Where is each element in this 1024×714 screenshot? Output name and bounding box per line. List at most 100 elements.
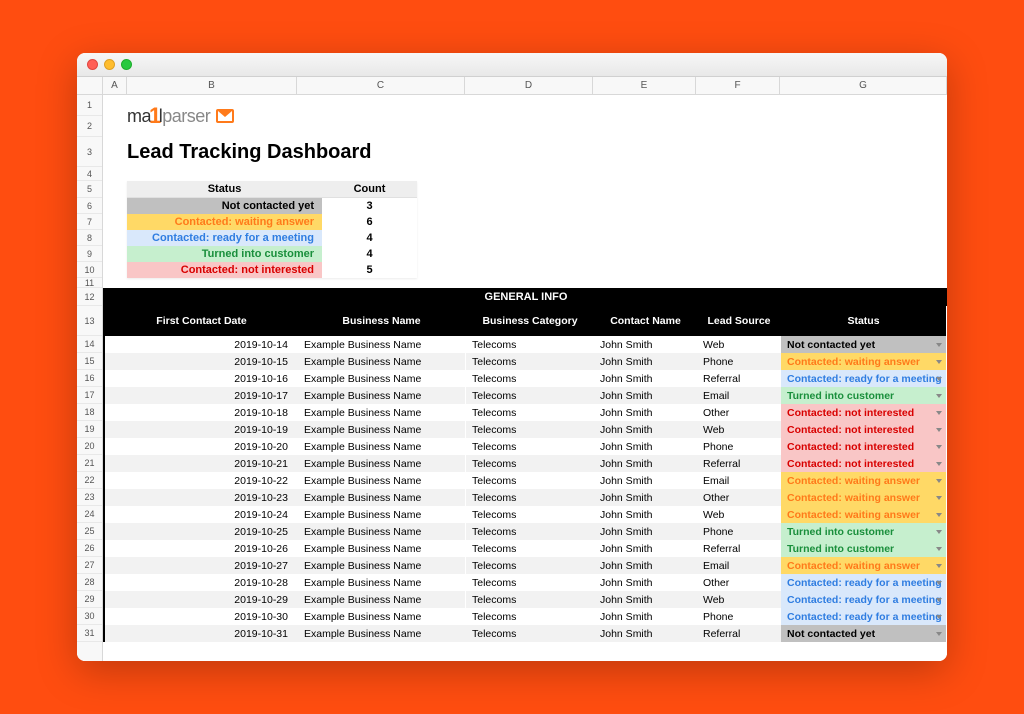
row-header[interactable]: 18 — [77, 404, 102, 421]
row-header[interactable]: 7 — [77, 214, 102, 230]
lead-row[interactable]: 2019-10-24Example Business NameTelecomsJ… — [104, 506, 946, 523]
lead-status-cell[interactable]: Contacted: not interested — [781, 404, 946, 421]
lead-source-cell[interactable]: Web — [697, 506, 781, 523]
lead-status-cell[interactable]: Not contacted yet — [781, 625, 946, 642]
lead-row[interactable]: 2019-10-18Example Business NameTelecomsJ… — [104, 404, 946, 421]
col-header[interactable]: E — [593, 77, 696, 94]
row-header[interactable]: 12 — [77, 288, 102, 306]
lead-business-cell[interactable]: Example Business Name — [298, 557, 466, 574]
lead-source-cell[interactable]: Referral — [697, 625, 781, 642]
summary-count-cell[interactable]: 4 — [322, 230, 417, 246]
summary-count-cell[interactable]: 6 — [322, 214, 417, 230]
lead-status-cell[interactable]: Contacted: ready for a meeting — [781, 608, 946, 625]
lead-row[interactable]: 2019-10-17Example Business NameTelecomsJ… — [104, 387, 946, 404]
lead-status-cell[interactable]: Contacted: waiting answer — [781, 472, 946, 489]
lead-row[interactable]: 2019-10-30Example Business NameTelecomsJ… — [104, 608, 946, 625]
lead-date-cell[interactable]: 2019-10-19 — [104, 421, 298, 438]
lead-contact-cell[interactable]: John Smith — [594, 591, 697, 608]
lead-status-cell[interactable]: Contacted: not interested — [781, 438, 946, 455]
lead-source-cell[interactable]: Web — [697, 336, 781, 353]
lead-source-cell[interactable]: Referral — [697, 455, 781, 472]
row-header[interactable]: 26 — [77, 540, 102, 557]
summary-status-cell[interactable]: Turned into customer — [127, 246, 322, 262]
lead-contact-cell[interactable]: John Smith — [594, 574, 697, 591]
lead-contact-cell[interactable]: John Smith — [594, 336, 697, 353]
lead-category-cell[interactable]: Telecoms — [466, 625, 594, 642]
row-header[interactable]: 10 — [77, 262, 102, 278]
lead-status-cell[interactable]: Not contacted yet — [781, 336, 946, 353]
lead-status-cell[interactable]: Contacted: waiting answer — [781, 557, 946, 574]
lead-date-cell[interactable]: 2019-10-25 — [104, 523, 298, 540]
lead-status-cell[interactable]: Contacted: waiting answer — [781, 506, 946, 523]
row-header[interactable]: 9 — [77, 246, 102, 262]
lead-row[interactable]: 2019-10-21Example Business NameTelecomsJ… — [104, 455, 946, 472]
lead-row[interactable]: 2019-10-16Example Business NameTelecomsJ… — [104, 370, 946, 387]
lead-status-cell[interactable]: Contacted: not interested — [781, 421, 946, 438]
row-header[interactable]: 4 — [77, 167, 102, 181]
lead-source-cell[interactable]: Email — [697, 387, 781, 404]
lead-contact-cell[interactable]: John Smith — [594, 489, 697, 506]
row-header[interactable]: 1 — [77, 95, 102, 116]
lead-source-cell[interactable]: Referral — [697, 370, 781, 387]
row-header[interactable]: 6 — [77, 198, 102, 214]
lead-status-cell[interactable]: Contacted: waiting answer — [781, 489, 946, 506]
lead-row[interactable]: 2019-10-29Example Business NameTelecomsJ… — [104, 591, 946, 608]
lead-source-cell[interactable]: Other — [697, 404, 781, 421]
lead-source-cell[interactable]: Web — [697, 421, 781, 438]
lead-contact-cell[interactable]: John Smith — [594, 421, 697, 438]
lead-date-cell[interactable]: 2019-10-24 — [104, 506, 298, 523]
lead-status-cell[interactable]: Contacted: ready for a meeting — [781, 591, 946, 608]
row-header[interactable]: 25 — [77, 523, 102, 540]
corner-cell[interactable] — [77, 77, 103, 94]
lead-business-cell[interactable]: Example Business Name — [298, 421, 466, 438]
lead-category-cell[interactable]: Telecoms — [466, 489, 594, 506]
lead-business-cell[interactable]: Example Business Name — [298, 455, 466, 472]
lead-date-cell[interactable]: 2019-10-26 — [104, 540, 298, 557]
lead-category-cell[interactable]: Telecoms — [466, 540, 594, 557]
row-header[interactable]: 17 — [77, 387, 102, 404]
lead-date-cell[interactable]: 2019-10-23 — [104, 489, 298, 506]
row-header[interactable]: 29 — [77, 591, 102, 608]
lead-row[interactable]: 2019-10-15Example Business NameTelecomsJ… — [104, 353, 946, 370]
lead-source-cell[interactable]: Other — [697, 489, 781, 506]
lead-business-cell[interactable]: Example Business Name — [298, 540, 466, 557]
row-header[interactable]: 27 — [77, 557, 102, 574]
lead-date-cell[interactable]: 2019-10-27 — [104, 557, 298, 574]
row-header[interactable]: 31 — [77, 625, 102, 642]
lead-category-cell[interactable]: Telecoms — [466, 506, 594, 523]
summary-count-cell[interactable]: 4 — [322, 246, 417, 262]
lead-date-cell[interactable]: 2019-10-31 — [104, 625, 298, 642]
lead-date-cell[interactable]: 2019-10-30 — [104, 608, 298, 625]
lead-source-cell[interactable]: Phone — [697, 523, 781, 540]
row-header[interactable]: 3 — [77, 137, 102, 167]
lead-date-cell[interactable]: 2019-10-28 — [104, 574, 298, 591]
lead-contact-cell[interactable]: John Smith — [594, 506, 697, 523]
lead-row[interactable]: 2019-10-14Example Business NameTelecomsJ… — [104, 336, 946, 353]
lead-business-cell[interactable]: Example Business Name — [298, 489, 466, 506]
lead-source-cell[interactable]: Phone — [697, 608, 781, 625]
lead-contact-cell[interactable]: John Smith — [594, 404, 697, 421]
lead-source-cell[interactable]: Phone — [697, 438, 781, 455]
row-header[interactable]: 24 — [77, 506, 102, 523]
lead-status-cell[interactable]: Contacted: ready for a meeting — [781, 574, 946, 591]
lead-category-cell[interactable]: Telecoms — [466, 404, 594, 421]
lead-date-cell[interactable]: 2019-10-22 — [104, 472, 298, 489]
leads-column-header[interactable]: Business Name — [298, 306, 466, 336]
col-header[interactable]: G — [780, 77, 947, 94]
lead-source-cell[interactable]: Email — [697, 472, 781, 489]
summary-status-cell[interactable]: Contacted: waiting answer — [127, 214, 322, 230]
lead-category-cell[interactable]: Telecoms — [466, 370, 594, 387]
lead-status-cell[interactable]: Turned into customer — [781, 387, 946, 404]
lead-row[interactable]: 2019-10-22Example Business NameTelecomsJ… — [104, 472, 946, 489]
summary-count-cell[interactable]: 5 — [322, 262, 417, 278]
row-header[interactable]: 28 — [77, 574, 102, 591]
lead-source-cell[interactable]: Web — [697, 591, 781, 608]
lead-category-cell[interactable]: Telecoms — [466, 523, 594, 540]
maximize-button[interactable] — [121, 59, 132, 70]
row-header[interactable]: 11 — [77, 278, 102, 288]
lead-date-cell[interactable]: 2019-10-16 — [104, 370, 298, 387]
row-header[interactable]: 5 — [77, 181, 102, 198]
lead-date-cell[interactable]: 2019-10-15 — [104, 353, 298, 370]
lead-category-cell[interactable]: Telecoms — [466, 557, 594, 574]
lead-category-cell[interactable]: Telecoms — [466, 438, 594, 455]
